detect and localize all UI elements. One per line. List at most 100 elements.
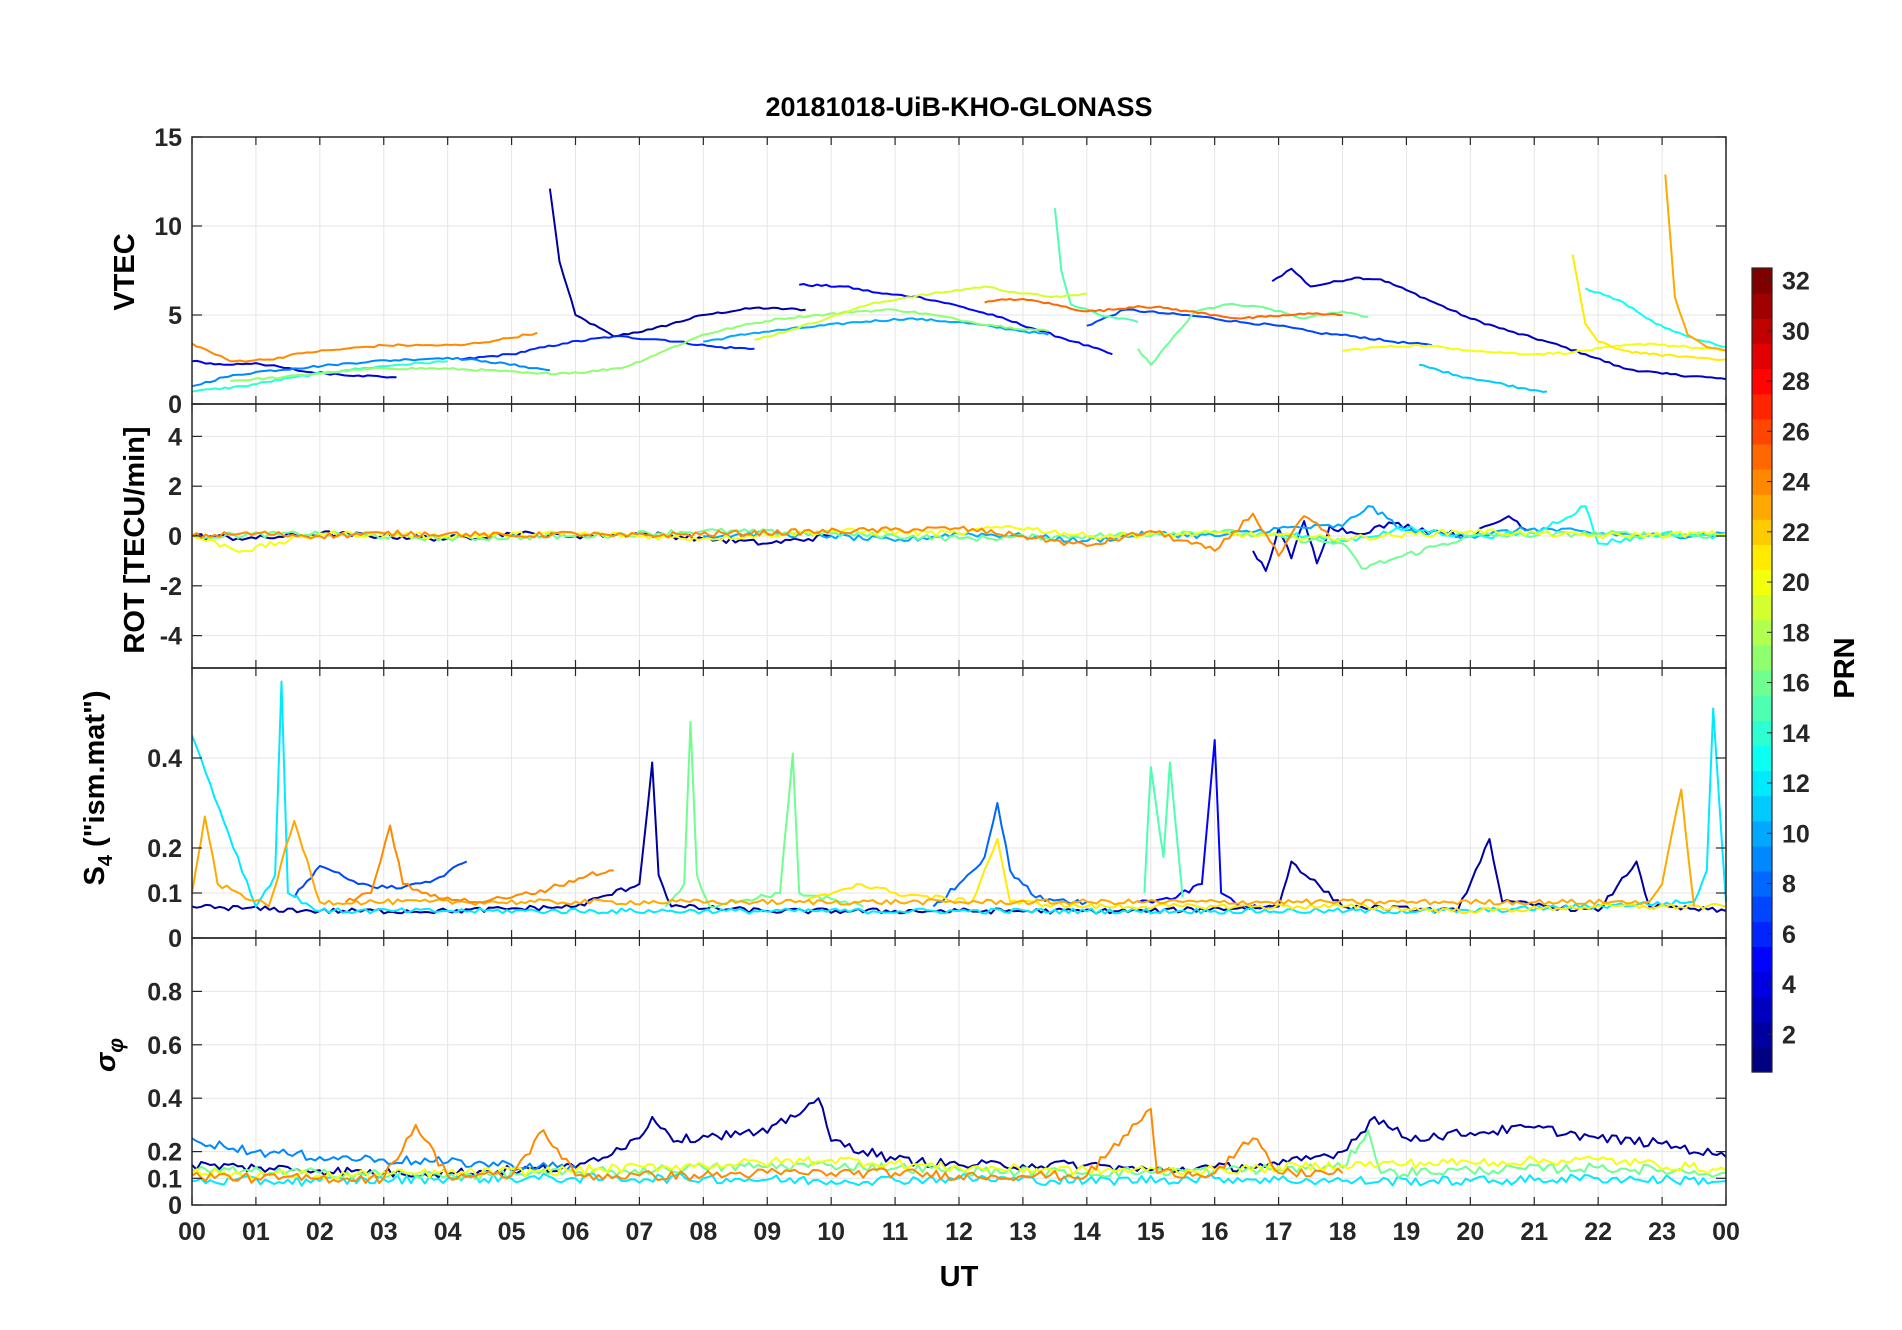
chart-title: 20181018-UiB-KHO-GLONASS	[765, 92, 1152, 122]
series-line-prn-9	[191, 356, 551, 388]
colorbar-segment	[1752, 695, 1772, 721]
colorbar-segment	[1752, 670, 1772, 696]
x-tick-label: 20	[1456, 1218, 1484, 1246]
colorbar-tick-label: 14	[1782, 720, 1810, 748]
series-line-prn-16	[191, 527, 1727, 570]
series-line-prn-2	[548, 188, 806, 338]
series-line-prn-15	[1143, 761, 1184, 898]
y-tick-label: 0	[168, 925, 182, 953]
series-line-prn-23	[1664, 174, 1727, 352]
x-tick-label: 06	[562, 1218, 590, 1246]
colorbar-segment	[1752, 770, 1772, 797]
y-tick-label: 0.2	[147, 1139, 182, 1167]
x-tick-label: 12	[945, 1218, 973, 1246]
x-tick-label: 05	[498, 1218, 526, 1246]
colorbar-segment	[1752, 971, 1772, 998]
colorbar-segment	[1752, 1046, 1772, 1073]
rot-axis-label: ROT [TECU/min]	[119, 426, 151, 653]
series-line-prn-19	[754, 285, 1087, 341]
y-tick-label: 0	[168, 523, 182, 551]
series-line-prn-3	[1271, 267, 1727, 381]
colorbar-segment	[1752, 569, 1772, 596]
colorbar-segment	[1752, 494, 1772, 520]
colorbar-segment	[1752, 921, 1772, 947]
colorbar-segment	[1752, 393, 1772, 420]
colorbar-tick-label: 4	[1782, 971, 1796, 999]
panel-rot: -4 -2 0 2 4	[160, 403, 1727, 669]
series-line-prn-9	[191, 1137, 576, 1172]
colorbar-segment	[1752, 343, 1772, 370]
x-tick-label: 04	[434, 1218, 462, 1246]
x-tick-label: 13	[1009, 1218, 1037, 1246]
y-tick-label: 0.4	[147, 745, 182, 773]
series-line-prn-6	[460, 335, 755, 361]
series-line-prn-20	[1342, 342, 1727, 356]
series-line-prn-7	[293, 860, 468, 898]
colorbar-segment	[1752, 318, 1772, 344]
colorbar-tick-label: 26	[1782, 418, 1810, 446]
colorbar-segment	[1752, 594, 1772, 621]
colorbar-segment	[1752, 293, 1772, 319]
series-line-prn-24	[191, 331, 538, 363]
series-line-prn-25	[984, 298, 1343, 320]
colorbar-tick-label: 28	[1782, 368, 1810, 396]
colorbar-tick-label: 32	[1782, 268, 1810, 296]
series-line-prn-5	[799, 283, 1113, 356]
colorbar-tick-label: 22	[1782, 519, 1810, 547]
colorbar-segment	[1752, 745, 1772, 772]
series-line-prn-21	[1571, 254, 1727, 361]
panel-s4: 0 0.1 0.2 0.4	[147, 667, 1727, 953]
x-tick-label: 00	[178, 1218, 206, 1246]
y-tick-label: 2	[168, 473, 182, 501]
y-tick-label: 0.4	[147, 1085, 182, 1113]
series-line-prn-15	[1053, 208, 1139, 324]
sigma-phi-axis-label-sub: φ	[105, 1038, 128, 1053]
x-tick-label: 14	[1073, 1218, 1101, 1246]
x-tick-label: 22	[1584, 1218, 1612, 1246]
colorbar-tick-label: 16	[1782, 670, 1810, 698]
colorbar-segment	[1752, 946, 1772, 973]
y-tick-label: -2	[160, 573, 182, 601]
x-tick-label: 09	[753, 1218, 781, 1246]
colorbar-segment	[1752, 368, 1772, 395]
s4-axis-label-sub: 4	[95, 854, 117, 866]
x-axis-label: UT	[940, 1261, 979, 1293]
y-tick-label: 0.1	[147, 1165, 182, 1193]
s4-axis-label: S4 ("ism.mat")	[79, 691, 117, 886]
colorbar-segment	[1752, 469, 1772, 495]
x-tick-label: 11	[882, 1218, 909, 1246]
colorbar-segment	[1752, 519, 1772, 545]
colorbar-segment	[1752, 644, 1772, 671]
x-tick-label: 18	[1329, 1218, 1357, 1246]
x-tick-label: 00	[1712, 1218, 1740, 1246]
y-tick-label: 0.8	[147, 978, 182, 1006]
series-line-prn-24	[191, 512, 1331, 557]
x-tick-label: 08	[689, 1218, 717, 1246]
series-line-prn-10	[703, 317, 1049, 343]
y-tick-label: 0	[168, 1192, 182, 1220]
colorbar-segment	[1752, 871, 1772, 897]
colorbar-segment	[1752, 268, 1772, 294]
x-tick-label: 10	[817, 1218, 845, 1246]
x-tick-label: 19	[1393, 1218, 1421, 1246]
series-line-prn-24	[191, 1107, 1344, 1184]
y-tick-label: 5	[168, 302, 182, 330]
colorbar-tick-label: 12	[1782, 770, 1810, 798]
series-line-prn-11	[1419, 363, 1548, 393]
colorbar-segment	[1752, 619, 1772, 646]
y-tick-label: 15	[154, 124, 182, 152]
x-tick-label: 23	[1648, 1218, 1676, 1246]
series-line-prn-20	[191, 525, 1727, 553]
x-tick-label: 01	[242, 1218, 270, 1246]
sigma-phi-axis-label: σφ	[90, 1038, 128, 1072]
panel-sigma-phi: 00.10.2 0.4 0.6 0.8	[147, 937, 1727, 1220]
colorbar-segment	[1752, 996, 1772, 1023]
y-tick-label: 0.6	[147, 1032, 182, 1060]
x-tick-label: 21	[1520, 1218, 1548, 1246]
series-line-prn-12	[191, 1172, 1727, 1187]
x-tick-label: 16	[1201, 1218, 1229, 1246]
x-tick-labels: 00 01 02 03 04 05 06 07 08 09 10 11 12 13 14 15 16 17 18 19…	[178, 1218, 1740, 1246]
x-tick-label: 17	[1265, 1218, 1293, 1246]
